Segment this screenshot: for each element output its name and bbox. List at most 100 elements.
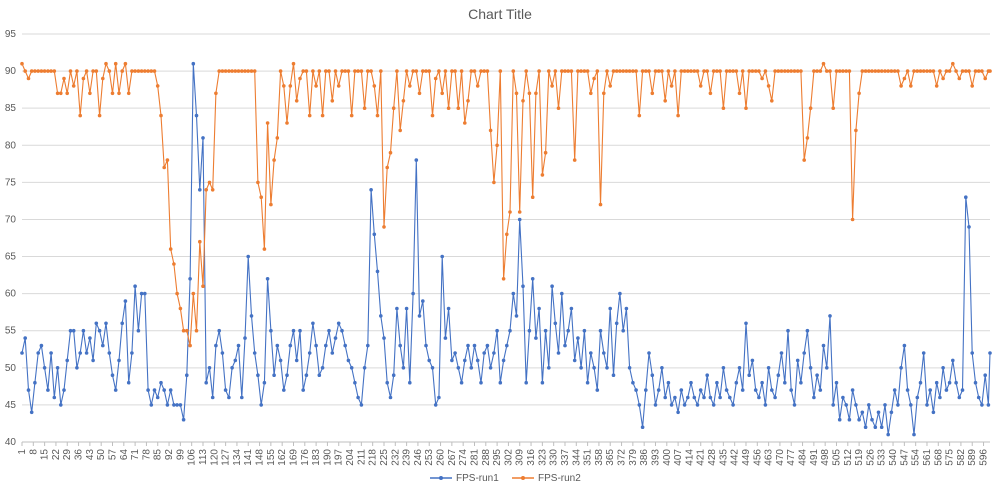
data-point [556,351,561,355]
data-point [340,69,344,73]
x-tick-label: 92 [164,449,175,461]
data-point [524,380,528,385]
x-tick-label: 589 [967,449,978,466]
data-point [236,69,241,73]
data-point [821,343,826,348]
data-point [611,69,616,73]
x-tick-label: 253 [424,449,435,466]
x-tick-label: 554 [911,449,922,466]
data-point [934,84,939,88]
data-point [988,351,992,355]
data-point [867,69,871,73]
data-point [110,373,115,378]
data-point [698,84,703,88]
x-tick-label: 169 [288,449,299,466]
data-point [52,395,57,400]
data-point [475,358,480,363]
data-point [311,321,315,326]
data-point [576,336,580,340]
data-point [776,373,781,378]
data-point [466,99,470,103]
data-point [288,84,293,88]
data-point [786,69,790,73]
data-point [957,395,962,400]
data-point [168,388,173,392]
data-point [214,343,218,348]
data-point [521,99,525,103]
data-point [976,395,981,400]
data-point [411,291,415,296]
data-point [388,150,393,155]
x-axis-ticks: 1 8 15 22 29 36 43 50 57 64 71 78 85 92 99 106 113 120 127… [17,442,990,466]
x-tick-label: 400 [662,449,673,466]
data-point [466,343,470,348]
data-point [763,403,768,407]
data-point [26,388,31,392]
data-point [585,380,590,385]
data-point [566,328,570,333]
x-tick-label: 29 [62,449,73,461]
data-point [204,380,208,385]
x-tick-label: 260 [436,449,447,466]
data-point [808,366,813,370]
data-point [291,61,296,66]
data-point [627,366,632,370]
data-point [133,284,137,289]
data-point [511,291,516,296]
data-point [537,69,541,73]
data-point [517,210,522,214]
data-point [847,417,852,422]
data-point [97,328,102,333]
y-tick-label: 70 [5,214,17,225]
data-point [711,403,716,407]
data-point [84,69,89,73]
data-point [928,388,932,392]
data-point [815,69,819,73]
data-point [401,99,406,103]
data-point [521,284,525,289]
data-point [272,158,276,162]
x-tick-label: 407 [673,449,684,466]
data-point [146,69,150,73]
data-point [547,69,551,73]
data-point [892,388,897,392]
data-point [65,358,69,363]
data-point [294,358,299,363]
x-tick-label: 50 [96,449,107,461]
data-point [269,202,273,207]
data-point [611,373,616,378]
data-point [113,388,118,392]
data-point [637,403,642,407]
data-point [430,113,435,118]
data-point [453,69,457,73]
x-tick-label: 197 [334,449,345,466]
data-point [543,328,548,333]
data-point [159,380,163,385]
data-point [246,69,250,73]
x-tick-label: 337 [560,449,571,466]
data-point [68,69,73,73]
data-point [278,358,283,363]
data-point [52,69,57,73]
data-point [372,232,377,237]
data-point [485,343,490,348]
data-point [298,76,302,81]
data-point [353,69,357,73]
x-tick-label: 155 [266,449,277,466]
data-point [188,343,192,348]
x-tick-label: 442 [730,449,741,466]
x-tick-label: 127 [221,449,232,466]
series-line [21,63,990,347]
data-point [359,403,364,407]
data-point [815,373,819,378]
data-point [78,351,82,355]
data-point [653,69,658,73]
data-point [744,106,748,110]
data-point [598,202,603,207]
data-point [744,321,748,326]
data-point [724,69,729,73]
data-point [401,366,406,370]
y-tick-label: 45 [5,400,17,411]
data-point [828,69,832,73]
data-point [705,373,709,378]
